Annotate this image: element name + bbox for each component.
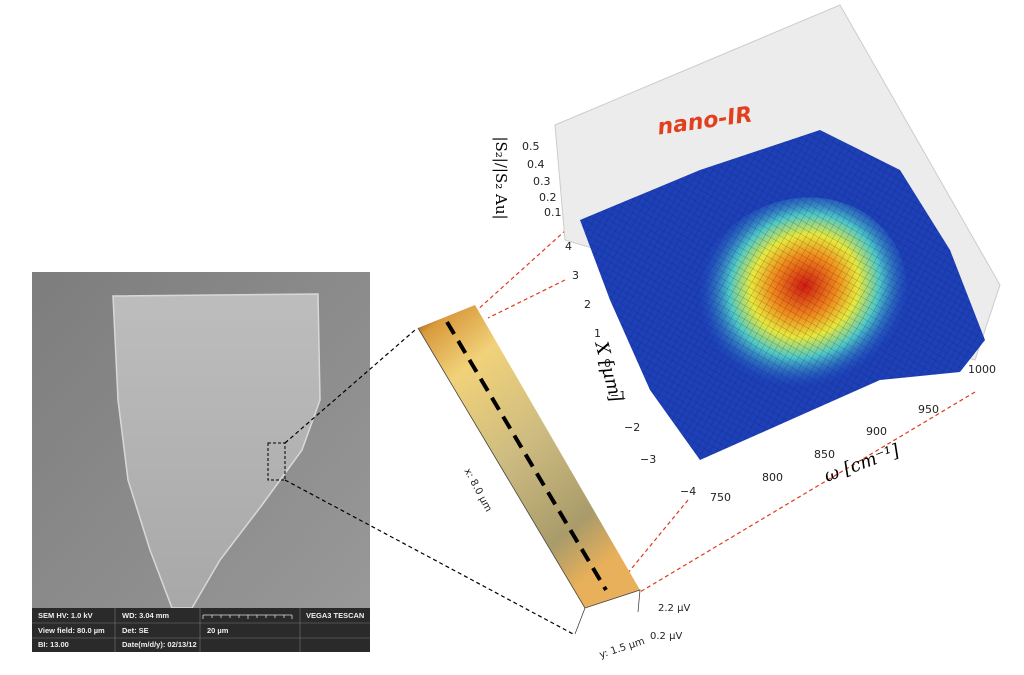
w-tick-label: 800 bbox=[762, 471, 783, 484]
x-tick-label: 4 bbox=[565, 240, 572, 253]
x-tick-label: −4 bbox=[680, 485, 696, 498]
surface-mesh bbox=[580, 130, 985, 460]
zoom-connectors bbox=[284, 329, 576, 636]
info-text: WD: 3.04 mm bbox=[122, 611, 169, 620]
x-tick-label: −3 bbox=[640, 453, 656, 466]
w-tick-label: 850 bbox=[814, 448, 835, 461]
z-tick-label: 0.1 bbox=[544, 206, 562, 219]
w-tick-label: 950 bbox=[918, 403, 939, 416]
info-text: VEGA3 TESCAN bbox=[306, 611, 364, 620]
x-tick-label: 3 bbox=[572, 269, 579, 282]
z-low: 0.2 µV bbox=[650, 631, 682, 642]
info-text: View field: 80.0 µm bbox=[38, 626, 105, 635]
line-cut bbox=[445, 320, 608, 592]
x-tick-label: 1 bbox=[594, 327, 601, 340]
z-tick-label: 0.4 bbox=[527, 158, 545, 171]
info-grid bbox=[32, 608, 370, 652]
z-tick-label: 0.2 bbox=[539, 191, 557, 204]
w-tick-label: 750 bbox=[710, 491, 731, 504]
sem-image: SEM HV: 1.0 kV WD: 3.04 mm VEGA3 TESCAN … bbox=[32, 272, 370, 652]
red-connectors bbox=[474, 229, 976, 593]
afm-axes bbox=[417, 327, 641, 635]
x-tick-label: −1 bbox=[610, 389, 626, 402]
x-tick-label: 0 bbox=[604, 357, 611, 370]
info-text: 20 µm bbox=[207, 626, 229, 635]
info-text: BI: 13.00 bbox=[38, 640, 69, 649]
zoom-box bbox=[267, 442, 286, 481]
w-axis-label: ω [cm⁻¹] bbox=[821, 440, 903, 487]
x-tick-label: −2 bbox=[624, 421, 640, 434]
surface-plot: nano-IR |S₂|/|S₂ Au| 0.5 0.4 0.3 0.2 0.1… bbox=[492, 4, 1001, 504]
scale-bar bbox=[202, 614, 293, 619]
x-label: x: 8.0 µm bbox=[462, 467, 494, 514]
z-tick-label: 0.3 bbox=[533, 175, 551, 188]
z-axis-label: |S₂|/|S₂ Au| bbox=[492, 136, 510, 219]
y-label: y: 1.5 µm bbox=[598, 636, 646, 661]
info-text: SEM HV: 1.0 kV bbox=[38, 611, 93, 620]
w-tick-label: 1000 bbox=[968, 363, 996, 376]
info-text: Det: SE bbox=[122, 626, 149, 635]
z-high: 2.2 µV bbox=[658, 603, 690, 614]
z-tick-label: 0.5 bbox=[522, 140, 540, 153]
info-bar bbox=[32, 608, 370, 652]
w-tick-label: 900 bbox=[866, 425, 887, 438]
sem-tip bbox=[112, 293, 321, 609]
info-text: Date(m/d/y): 02/13/12 bbox=[122, 640, 197, 649]
x-tick-label: 2 bbox=[584, 298, 591, 311]
